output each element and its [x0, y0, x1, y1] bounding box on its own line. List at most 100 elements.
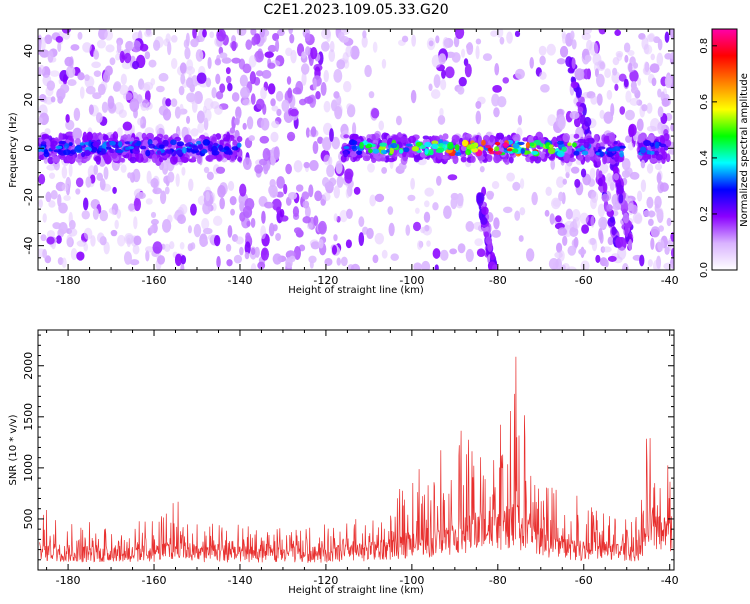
- spectrogram-cell: [525, 248, 535, 262]
- spectrogram-cell: [562, 178, 568, 185]
- spectrogram-cell: [664, 145, 669, 151]
- spectrogram-cell: [170, 139, 177, 146]
- spectrogram-cell: [73, 107, 81, 122]
- spectrogram-cell: [622, 263, 629, 270]
- spectrogram-cell: [454, 152, 462, 156]
- spectrogram-cell: [670, 232, 674, 242]
- spectrogram-cell: [72, 127, 83, 140]
- x-tick-label: -60: [575, 574, 593, 587]
- spectrogram-cell: [52, 155, 60, 164]
- spectrogram-cell: [627, 238, 633, 251]
- spectrogram-cell: [76, 251, 85, 261]
- spectrogram-cell: [225, 150, 233, 155]
- spectrogram-cell: [601, 193, 610, 202]
- spectrogram-cell: [579, 212, 589, 225]
- figure-title: C2E1.2023.109.05.33.G20: [263, 2, 448, 18]
- spectrogram-cell: [295, 184, 304, 192]
- spectrogram-cell: [216, 29, 227, 42]
- spectrogram-cell: [491, 264, 499, 270]
- spectrogram-cell: [308, 255, 317, 264]
- spectrogram-cell: [118, 141, 123, 148]
- spectrogram-cell: [144, 90, 151, 103]
- spectrogram-cell: [660, 145, 666, 155]
- spectrogram-cell: [529, 57, 534, 69]
- spectrogram-cell: [133, 216, 138, 230]
- spectrogram-cell: [68, 142, 73, 146]
- spectrogram-cell: [276, 191, 284, 198]
- spectrogram-cell: [165, 98, 172, 107]
- spectrogram-cell: [242, 98, 252, 106]
- spectrogram-cell: [38, 173, 46, 185]
- spectrogram-cell: [627, 142, 634, 151]
- spectrogram-cell: [90, 146, 98, 153]
- spectrogram-cell: [275, 90, 284, 102]
- spectrogram-cell: [450, 196, 458, 210]
- spectrogram-cell: [606, 204, 613, 212]
- spectrogram-cell: [494, 141, 501, 146]
- spectrogram-cell: [323, 192, 331, 202]
- spectrogram-cell: [616, 184, 624, 195]
- spectrogram-cell: [156, 150, 162, 155]
- spectrogram-cell: [430, 89, 441, 99]
- spectrogram-cell: [545, 186, 552, 197]
- spectrogram-cell: [124, 141, 131, 145]
- spectrogram-cell: [111, 152, 118, 159]
- spectrogram-cell: [496, 132, 504, 140]
- spectrogram-cell: [390, 253, 399, 261]
- spectrogram-cell: [371, 134, 376, 142]
- spectrogram-cell: [219, 139, 224, 147]
- spectrogram-cell: [49, 70, 60, 77]
- spectrogram-cell: [636, 118, 644, 132]
- spectrogram-cell: [79, 142, 85, 146]
- spectrogram-cell: [669, 52, 674, 60]
- spectrogram-cell: [647, 134, 655, 143]
- spectrogram-cell: [283, 183, 288, 195]
- spectrogram-cell: [434, 264, 439, 270]
- spectrogram-cell: [49, 172, 56, 179]
- spectrogram-cell: [225, 243, 232, 252]
- spectrogram-cell: [179, 204, 188, 215]
- spectrogram-cell: [123, 251, 132, 265]
- spectrogram-cell: [236, 135, 243, 143]
- spectrogram-cell: [68, 219, 76, 230]
- spectrogram-cell: [428, 148, 434, 155]
- spectrogram-cell: [566, 266, 577, 270]
- spectrogram-cell: [225, 75, 232, 84]
- spectrogram-cell: [493, 217, 500, 230]
- x-tick-label: -140: [227, 274, 252, 287]
- spectrogram-cell: [595, 152, 601, 156]
- snr-y-label: SNR (10 * v/v): [8, 414, 19, 485]
- spectrogram-cell: [289, 33, 295, 44]
- spectrogram-cell: [185, 32, 190, 47]
- spectrogram-cell: [231, 40, 237, 52]
- spectrogram-cell: [451, 134, 460, 143]
- y-tick-label: 2000: [22, 352, 35, 380]
- spectrogram-cell: [42, 248, 48, 259]
- spectrogram-cell: [575, 86, 582, 98]
- spectrogram-cell: [381, 166, 388, 174]
- spectrogram-cell: [249, 71, 256, 85]
- spectrogram-cell: [230, 208, 235, 216]
- spectrogram-cell: [53, 149, 61, 153]
- spectrogram-cell: [329, 128, 334, 142]
- spectrogram-cell: [355, 154, 363, 159]
- spectrogram-cell: [457, 86, 465, 95]
- spectrogram-cell: [481, 139, 486, 146]
- spectrogram-cell: [276, 108, 282, 117]
- spectrogram-cell: [209, 154, 215, 160]
- spectrogram-cell: [150, 177, 159, 189]
- spectrogram-cell: [82, 131, 88, 142]
- spectrogram-cell: [64, 155, 72, 164]
- spectrogram-cell: [625, 135, 632, 143]
- spectrogram-cell: [170, 155, 178, 165]
- spectrogram-cell: [451, 52, 461, 63]
- spectrogram-cell: [213, 235, 221, 247]
- spectrogram-cell: [336, 175, 344, 188]
- spectrogram-cell: [60, 83, 70, 94]
- spectrogram-cell: [245, 39, 253, 50]
- spectrogram-cell: [52, 222, 61, 230]
- spectrogram-cell: [155, 125, 160, 134]
- spectrogram-cell: [55, 235, 62, 244]
- spectrogram-cell: [364, 64, 372, 78]
